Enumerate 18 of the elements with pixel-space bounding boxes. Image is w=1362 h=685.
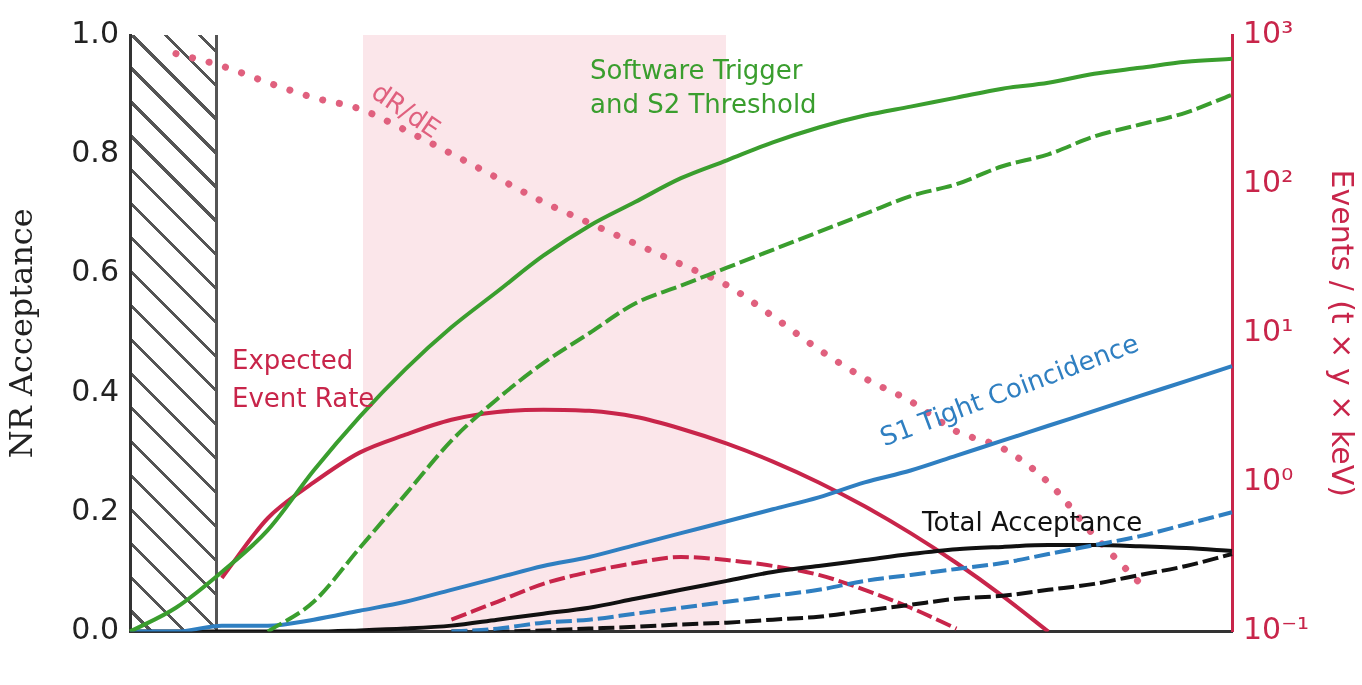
y2-tick-label: 10³ (1243, 14, 1294, 50)
series-label: Software Trigger and S2 Threshold (590, 54, 817, 119)
y2-tick-label: 10⁰ (1243, 462, 1294, 498)
y2-tick-label: 10¹ (1243, 313, 1294, 349)
y2-tick-label: 10² (1243, 163, 1294, 199)
y-tick-label: 0.2 (71, 492, 119, 528)
y-axis-title: NR Acceptance (1, 208, 40, 459)
line-series (449, 510, 1234, 632)
y2-axis-title: Events / (t × y × keV) (1325, 169, 1361, 497)
series-label: Total Acceptance (921, 506, 1143, 537)
y-tick-label: 0.4 (71, 372, 119, 408)
y-tick-label: 0.6 (71, 253, 119, 289)
line-series (449, 555, 959, 631)
y-tick-label: 0.8 (71, 134, 119, 170)
y2-tick-label: 10⁻¹ (1243, 611, 1310, 647)
series-label: Expected Event Rate (232, 344, 375, 413)
y-tick-label: 0.0 (71, 611, 119, 647)
y-tick-label: 1.0 (71, 14, 119, 50)
